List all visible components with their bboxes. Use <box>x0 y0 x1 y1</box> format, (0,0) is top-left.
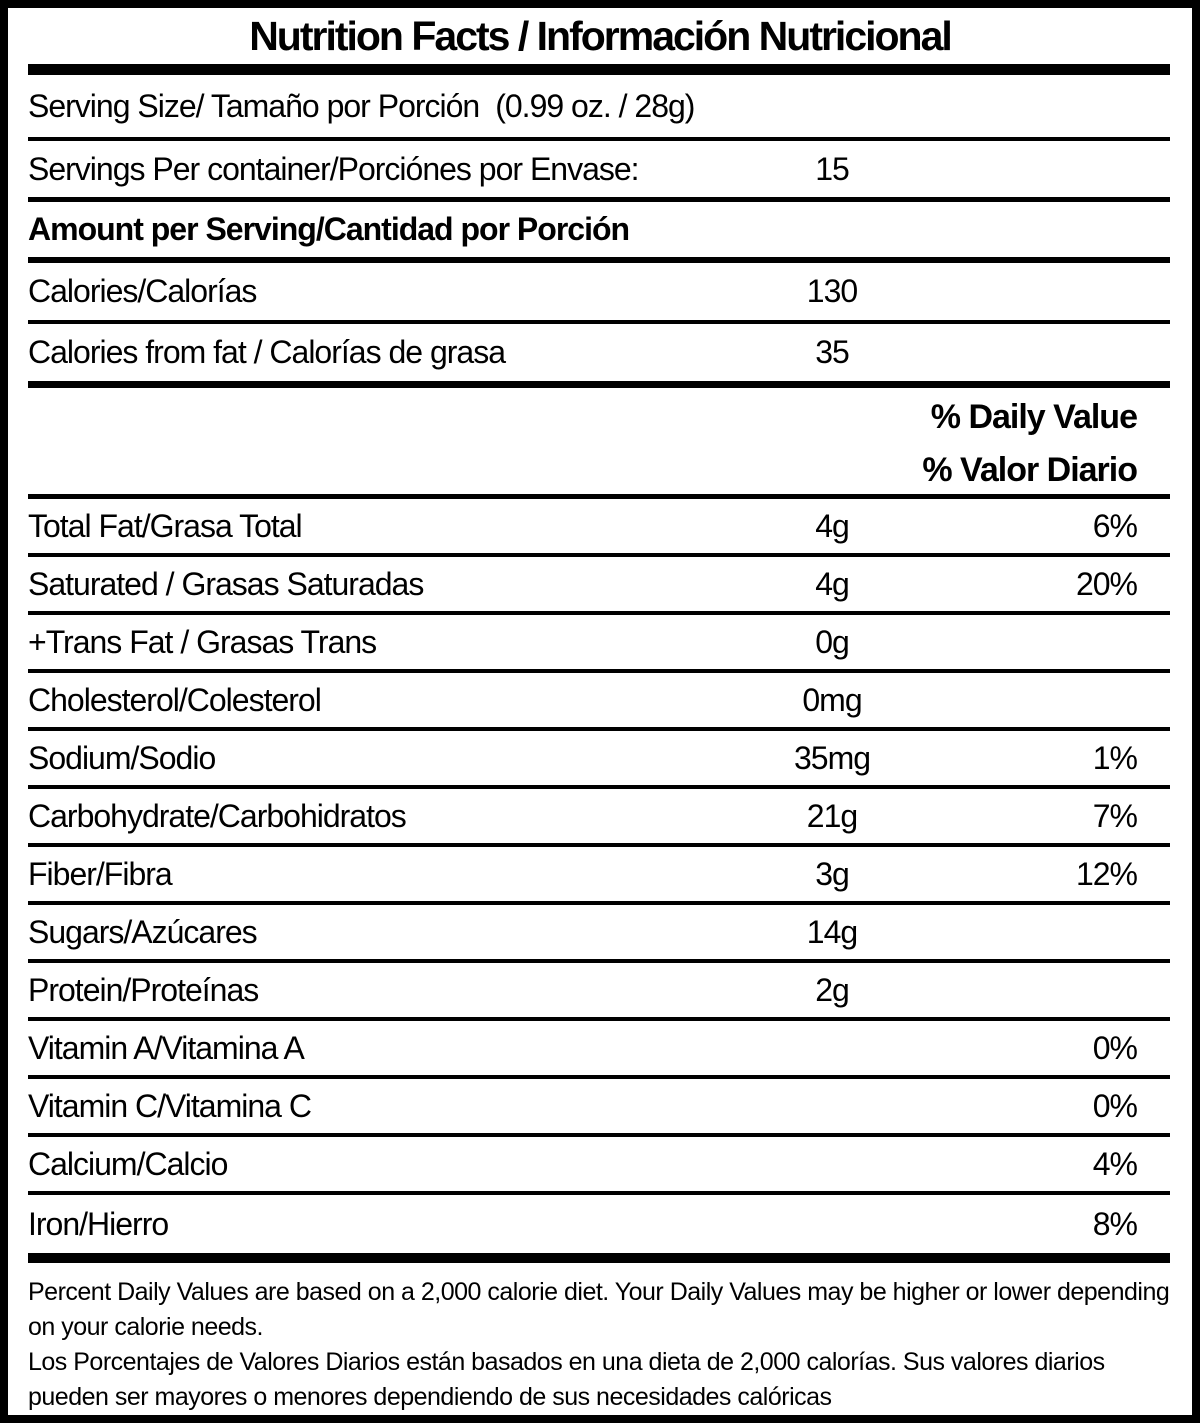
nutrient-label: Carbohydrate/Carbohidratos <box>28 797 407 834</box>
nutrient-row-fiber: Fiber/Fibra 3g 12% <box>28 847 1170 905</box>
nutrient-label: Sodium/Sodio <box>28 739 216 776</box>
nutrient-amount: 0g <box>815 623 850 660</box>
daily-value-header-row-en: % Daily Value <box>28 388 1170 446</box>
serving-size-label: Serving Size/ Tamaño por Porción <box>28 87 480 124</box>
daily-value-header-row-es: % Valor Diario <box>28 446 1170 499</box>
amount-per-serving-header: Amount per Serving/Cantidad por Porción <box>28 211 630 247</box>
nutrient-amount: 2g <box>815 971 850 1008</box>
nutrient-row-cholesterol: Cholesterol/Colesterol 0mg <box>28 673 1170 731</box>
calories-from-fat-label: Calories from fat / Calorías de grasa <box>28 334 506 370</box>
daily-value-header-en: % Daily Value <box>930 397 1138 436</box>
nutrient-label: Protein/Proteínas <box>28 971 259 1008</box>
nutrient-row-trans-fat: +Trans Fat / Grasas Trans 0g <box>28 615 1170 673</box>
nutrient-percent: 20% <box>1075 565 1138 602</box>
calories-value: 130 <box>806 273 858 309</box>
nutrient-amount: 3g <box>815 855 850 892</box>
nutrient-row-calcium: Calcium/Calcio 4% <box>28 1137 1170 1195</box>
serving-size-value: (0.99 oz. / 28g) <box>495 87 695 124</box>
nutrient-label: Total Fat/Grasa Total <box>28 507 303 544</box>
footer-divider <box>28 1253 1170 1263</box>
nutrient-label: Calcium/Calcio <box>28 1145 228 1182</box>
amount-per-serving-header-row: Amount per Serving/Cantidad por Porción <box>28 202 1170 263</box>
nutrient-percent: 0% <box>1092 1087 1138 1124</box>
label-title: Nutrition Facts / Información Nutriciona… <box>249 12 953 59</box>
nutrient-amount: 14g <box>806 913 858 950</box>
nutrient-row-vitamin-c: Vitamin C/Vitamina C 0% <box>28 1079 1170 1137</box>
nutrient-percent: 1% <box>1092 739 1138 776</box>
nutrient-label: Cholesterol/Colesterol <box>28 681 322 718</box>
calories-from-fat-value: 35 <box>815 334 850 370</box>
nutrient-label: Iron/Hierro <box>28 1205 169 1242</box>
nutrient-percent: 7% <box>1092 797 1138 834</box>
nutrient-percent: 0% <box>1092 1029 1138 1066</box>
footnote-en: Percent Daily Values are based on a 2,00… <box>28 1278 1170 1341</box>
nutrient-row-sugars: Sugars/Azúcares 14g <box>28 905 1170 963</box>
servings-per-container-row: Servings Per container/Porciónes por Env… <box>28 141 1170 202</box>
nutrient-amount: 35mg <box>793 739 871 776</box>
nutrient-row-carbohydrate: Carbohydrate/Carbohidratos 21g 7% <box>28 789 1170 847</box>
nutrient-percent: 4% <box>1092 1145 1138 1182</box>
calories-from-fat-row: Calories from fat / Calorías de grasa 35 <box>28 324 1170 388</box>
serving-size-row: Serving Size/ Tamaño por Porción (0.99 o… <box>28 75 1170 141</box>
nutrient-row-total-fat: Total Fat/Grasa Total 4g 6% <box>28 499 1170 557</box>
calories-row: Calories/Calorías 130 <box>28 263 1170 324</box>
nutrient-label: Vitamin A/Vitamina A <box>28 1029 305 1066</box>
nutrient-amount: 4g <box>815 507 850 544</box>
nutrient-amount: 4g <box>815 565 850 602</box>
nutrient-row-protein: Protein/Proteínas 2g <box>28 963 1170 1021</box>
nutrient-row-saturated-fat: Saturated / Grasas Saturadas 4g 20% <box>28 557 1170 615</box>
nutrient-label: +Trans Fat / Grasas Trans <box>28 623 377 660</box>
nutrient-label: Saturated / Grasas Saturadas <box>28 565 424 602</box>
daily-value-header-es: % Valor Diario <box>922 450 1138 489</box>
label-rows: Serving Size/ Tamaño por Porción (0.99 o… <box>28 75 1170 1253</box>
nutrient-percent: 12% <box>1075 855 1138 892</box>
footnote-es: Los Porcentajes de Valores Diarios están… <box>28 1348 1105 1411</box>
servings-per-container-value: 15 <box>815 150 850 187</box>
nutrient-percent: 6% <box>1092 507 1138 544</box>
nutrient-percent: 8% <box>1092 1205 1138 1242</box>
servings-per-container-label: Servings Per container/Porciónes por Env… <box>28 150 640 187</box>
nutrient-row-vitamin-a: Vitamin A/Vitamina A 0% <box>28 1021 1170 1079</box>
footnotes: Percent Daily Values are based on a 2,00… <box>28 1263 1170 1415</box>
nutrient-row-iron: Iron/Hierro 8% <box>28 1195 1170 1253</box>
calories-label: Calories/Calorías <box>28 273 257 309</box>
nutrient-row-sodium: Sodium/Sodio 35mg 1% <box>28 731 1170 789</box>
title-divider <box>28 64 1170 75</box>
nutrient-amount: 0mg <box>802 681 862 718</box>
nutrient-label: Vitamin C/Vitamina C <box>28 1087 312 1124</box>
nutrient-label: Fiber/Fibra <box>28 855 173 892</box>
nutrient-amount: 21g <box>806 797 858 834</box>
nutrient-label: Sugars/Azúcares <box>28 913 258 950</box>
